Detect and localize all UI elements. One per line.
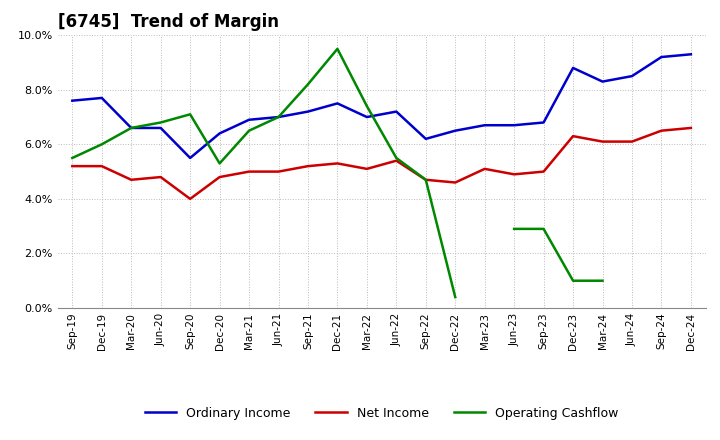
- Ordinary Income: [333, 101, 342, 106]
- Net Income: [215, 174, 224, 180]
- Operating Cashflow: [421, 177, 430, 183]
- Net Income: [156, 174, 165, 180]
- Net Income: [186, 196, 194, 202]
- Ordinary Income: [628, 73, 636, 79]
- Ordinary Income: [215, 131, 224, 136]
- Ordinary Income: [510, 123, 518, 128]
- Ordinary Income: [186, 155, 194, 161]
- Net Income: [628, 139, 636, 144]
- Operating Cashflow: [215, 161, 224, 166]
- Ordinary Income: [392, 109, 400, 114]
- Net Income: [333, 161, 342, 166]
- Ordinary Income: [97, 95, 106, 101]
- Net Income: [687, 125, 696, 131]
- Net Income: [657, 128, 666, 133]
- Ordinary Income: [156, 125, 165, 131]
- Operating Cashflow: [363, 103, 372, 109]
- Net Income: [451, 180, 459, 185]
- Ordinary Income: [451, 128, 459, 133]
- Ordinary Income: [539, 120, 548, 125]
- Ordinary Income: [569, 65, 577, 70]
- Net Income: [363, 166, 372, 172]
- Legend: Ordinary Income, Net Income, Operating Cashflow: Ordinary Income, Net Income, Operating C…: [140, 402, 624, 425]
- Operating Cashflow: [304, 82, 312, 87]
- Net Income: [392, 158, 400, 163]
- Operating Cashflow: [127, 125, 135, 131]
- Net Income: [97, 164, 106, 169]
- Ordinary Income: [68, 98, 76, 103]
- Ordinary Income: [687, 51, 696, 57]
- Operating Cashflow: [451, 294, 459, 300]
- Operating Cashflow: [156, 120, 165, 125]
- Ordinary Income: [274, 114, 283, 120]
- Line: Ordinary Income: Ordinary Income: [72, 54, 691, 158]
- Ordinary Income: [245, 117, 253, 122]
- Net Income: [127, 177, 135, 183]
- Operating Cashflow: [392, 155, 400, 161]
- Operating Cashflow: [186, 112, 194, 117]
- Line: Net Income: Net Income: [72, 128, 691, 199]
- Ordinary Income: [304, 109, 312, 114]
- Ordinary Income: [657, 55, 666, 60]
- Ordinary Income: [363, 114, 372, 120]
- Net Income: [480, 166, 489, 172]
- Operating Cashflow: [97, 142, 106, 147]
- Net Income: [245, 169, 253, 174]
- Net Income: [304, 164, 312, 169]
- Operating Cashflow: [333, 46, 342, 51]
- Net Income: [539, 169, 548, 174]
- Net Income: [421, 177, 430, 183]
- Ordinary Income: [421, 136, 430, 142]
- Net Income: [274, 169, 283, 174]
- Operating Cashflow: [68, 155, 76, 161]
- Net Income: [68, 164, 76, 169]
- Net Income: [510, 172, 518, 177]
- Net Income: [598, 139, 607, 144]
- Operating Cashflow: [245, 128, 253, 133]
- Ordinary Income: [127, 125, 135, 131]
- Net Income: [569, 133, 577, 139]
- Ordinary Income: [480, 123, 489, 128]
- Line: Operating Cashflow: Operating Cashflow: [72, 49, 455, 297]
- Operating Cashflow: [274, 114, 283, 120]
- Ordinary Income: [598, 79, 607, 84]
- Text: [6745]  Trend of Margin: [6745] Trend of Margin: [58, 13, 279, 31]
